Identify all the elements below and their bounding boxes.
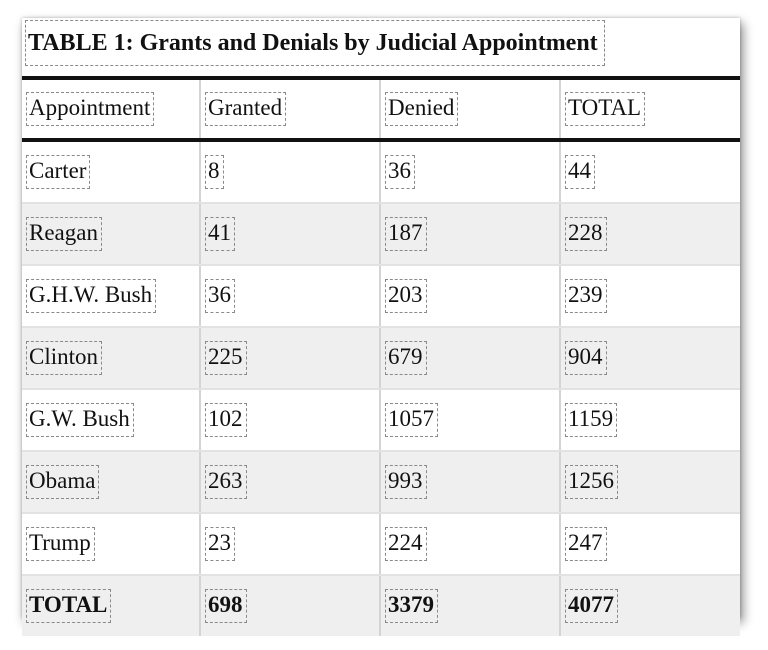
table-footer: TOTAL 698 3379 4077 xyxy=(22,574,740,636)
denied-cell: 224 xyxy=(379,513,560,576)
header-cell-appointment: Appointment xyxy=(22,76,200,142)
appointment-cell: G.H.W. Bush xyxy=(22,265,200,328)
cell-text: TOTAL xyxy=(26,589,112,623)
cell-text: 993 xyxy=(385,465,427,499)
appointment-cell: G.W. Bush xyxy=(22,389,200,452)
cell-text: 36 xyxy=(205,279,235,313)
cell-text: Carter xyxy=(26,155,91,189)
granted-cell: 102 xyxy=(199,389,380,452)
cell-text: 3379 xyxy=(385,589,438,623)
denied-cell: 187 xyxy=(379,203,560,266)
cell-text: 679 xyxy=(385,341,427,375)
granted-cell: 36 xyxy=(199,265,380,328)
appointment-cell: Obama xyxy=(22,451,200,514)
cell-text: 228 xyxy=(565,217,607,251)
table-row: Clinton 225 679 904 xyxy=(22,327,740,390)
table-row: Obama 263 993 1256 xyxy=(22,451,740,514)
table-row: Carter 8 36 44 xyxy=(22,140,740,204)
cell-text: Reagan xyxy=(26,217,102,251)
header-cell-denied: Denied xyxy=(379,76,560,142)
cell-text: 1159 xyxy=(565,403,618,437)
table-body: Carter 8 36 44 Reagan 41 187 228 G.H.W. … xyxy=(22,140,740,576)
grants-denials-table: Appointment Granted Denied TOTAL Carter … xyxy=(22,76,740,636)
cell-text: 1256 xyxy=(565,465,618,499)
denied-cell: 36 xyxy=(379,140,560,204)
cell-text: 102 xyxy=(205,403,247,437)
appointment-cell: Trump xyxy=(22,513,200,576)
header-label: TOTAL xyxy=(565,92,646,126)
cell-text: Trump xyxy=(26,527,95,561)
cell-text: Clinton xyxy=(26,341,103,375)
total-label-cell: TOTAL xyxy=(22,574,200,636)
header-label: Appointment xyxy=(26,92,155,126)
cell-text: 203 xyxy=(385,279,427,313)
table-row: G.H.W. Bush 36 203 239 xyxy=(22,265,740,328)
header-cell-total: TOTAL xyxy=(559,76,740,142)
table-row: Trump 23 224 247 xyxy=(22,513,740,576)
cell-text: 1057 xyxy=(385,403,438,437)
total-cell: 239 xyxy=(559,265,740,328)
granted-cell: 23 xyxy=(199,513,380,576)
document-page: TABLE 1: Grants and Denials by Judicial … xyxy=(22,18,740,636)
total-cell: 1256 xyxy=(559,451,740,514)
total-total-cell: 4077 xyxy=(559,574,740,636)
header-row: Appointment Granted Denied TOTAL xyxy=(22,76,740,142)
granted-cell: 8 xyxy=(199,140,380,204)
granted-cell: 41 xyxy=(199,203,380,266)
appointment-cell: Clinton xyxy=(22,327,200,390)
total-granted-cell: 698 xyxy=(199,574,380,636)
cell-text: 224 xyxy=(385,527,427,561)
cell-text: 247 xyxy=(565,527,607,561)
cell-text: 904 xyxy=(565,341,607,375)
total-cell: 228 xyxy=(559,203,740,266)
header-cell-granted: Granted xyxy=(199,76,380,142)
table-title: TABLE 1: Grants and Denials by Judicial … xyxy=(25,20,605,66)
header-label: Denied xyxy=(385,92,459,126)
denied-cell: 203 xyxy=(379,265,560,328)
total-cell: 44 xyxy=(559,140,740,204)
cell-text: 44 xyxy=(565,155,595,189)
cell-text: 698 xyxy=(205,589,247,623)
header-label: Granted xyxy=(205,92,287,126)
cell-text: G.W. Bush xyxy=(26,403,134,437)
denied-cell: 679 xyxy=(379,327,560,390)
total-denied-cell: 3379 xyxy=(379,574,560,636)
cell-text: 41 xyxy=(205,217,235,251)
total-row: TOTAL 698 3379 4077 xyxy=(22,574,740,636)
cell-text: 8 xyxy=(205,155,224,189)
cell-text: 187 xyxy=(385,217,427,251)
table-row: G.W. Bush 102 1057 1159 xyxy=(22,389,740,452)
denied-cell: 993 xyxy=(379,451,560,514)
cell-text: 263 xyxy=(205,465,247,499)
denied-cell: 1057 xyxy=(379,389,560,452)
table-row: Reagan 41 187 228 xyxy=(22,203,740,266)
total-cell: 904 xyxy=(559,327,740,390)
granted-cell: 263 xyxy=(199,451,380,514)
cell-text: Obama xyxy=(26,465,100,499)
total-cell: 1159 xyxy=(559,389,740,452)
granted-cell: 225 xyxy=(199,327,380,390)
cell-text: 4077 xyxy=(565,589,618,623)
table-caption: TABLE 1: Grants and Denials by Judicial … xyxy=(22,18,740,76)
appointment-cell: Carter xyxy=(22,140,200,204)
cell-text: 239 xyxy=(565,279,607,313)
total-cell: 247 xyxy=(559,513,740,576)
cell-text: G.H.W. Bush xyxy=(26,279,157,313)
cell-text: 23 xyxy=(205,527,235,561)
cell-text: 225 xyxy=(205,341,247,375)
appointment-cell: Reagan xyxy=(22,203,200,266)
table-header: Appointment Granted Denied TOTAL xyxy=(22,76,740,142)
cell-text: 36 xyxy=(385,155,415,189)
